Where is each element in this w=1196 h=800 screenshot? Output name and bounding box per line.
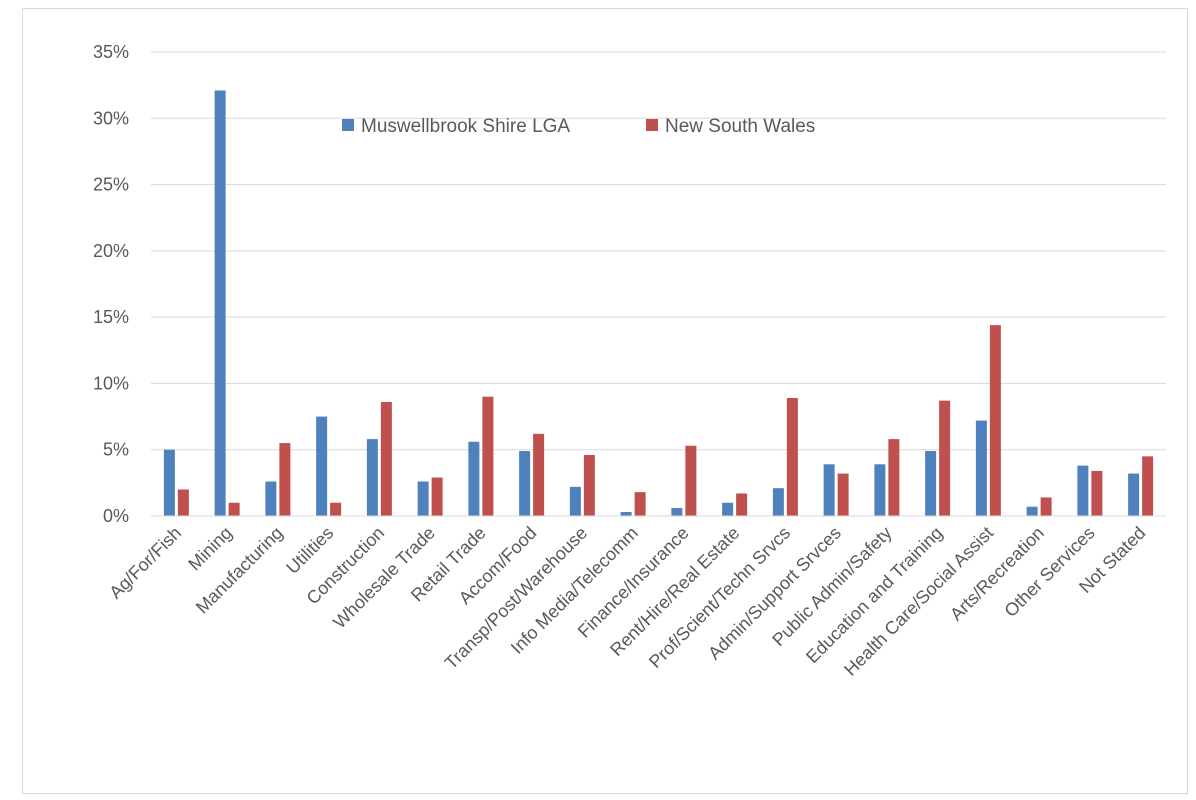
gridlines [151, 51, 1166, 451]
x-axis-category-labels: Ag/For/Fish MiningManufacturingUtilitiesC… [105, 523, 1149, 680]
bar-muswellbrook [1026, 506, 1038, 516]
legend-swatch [342, 119, 354, 131]
y-tick-label: 10% [93, 373, 129, 393]
bar-nsw [1142, 456, 1154, 516]
bar-muswellbrook [772, 488, 784, 516]
bar-nsw [634, 492, 646, 516]
bar-nsw [786, 398, 798, 516]
legend-swatch [646, 119, 658, 131]
bar-muswellbrook [874, 464, 886, 516]
bar-muswellbrook [671, 508, 683, 516]
y-tick-label: 35% [93, 42, 129, 62]
y-tick-label: 30% [93, 108, 129, 128]
y-tick-label: 0% [103, 506, 129, 526]
bar-nsw [1040, 497, 1052, 516]
bar-nsw [380, 401, 392, 516]
bar-nsw [279, 443, 291, 516]
bars [163, 90, 1154, 517]
legend-label: New South Wales [665, 116, 815, 137]
legend: Muswellbrook Shire LGA New South Wales [342, 116, 815, 137]
y-tick-label: 5% [103, 440, 129, 460]
bar-nsw [888, 439, 900, 516]
legend-label: Muswellbrook Shire LGA [361, 116, 570, 137]
bar-muswellbrook [163, 449, 175, 516]
bar-muswellbrook [569, 486, 581, 516]
bar-muswellbrook [519, 451, 531, 516]
chart-frame: 0% 5% 10% 15% 20% 25% 30% 35% Ag/For/Fish Mining… [22, 8, 1188, 794]
y-tick-label: 15% [93, 307, 129, 327]
y-tick-label: 20% [93, 241, 129, 261]
bar-nsw [431, 477, 443, 516]
bar-nsw [939, 400, 951, 516]
bar-nsw [330, 502, 342, 516]
bar-muswellbrook [620, 512, 632, 516]
bar-muswellbrook [925, 451, 937, 516]
bar-muswellbrook [823, 464, 835, 516]
bar-nsw [583, 455, 595, 516]
bar-chart: 0% 5% 10% 15% 20% 25% 30% 35% Ag/For/Fish Mining… [93, 42, 1166, 680]
bar-nsw [177, 489, 189, 516]
bar-nsw [482, 396, 494, 516]
bar-muswellbrook [1128, 473, 1140, 516]
bar-muswellbrook [722, 502, 734, 516]
y-tick-label: 25% [93, 175, 129, 195]
bar-nsw [837, 473, 849, 516]
bar-nsw [228, 502, 240, 516]
bar-muswellbrook [1077, 465, 1089, 516]
bar-muswellbrook [265, 481, 277, 516]
bar-muswellbrook [468, 441, 480, 516]
bar-nsw [685, 445, 697, 516]
bar-nsw [736, 493, 748, 516]
bar-muswellbrook [975, 420, 987, 516]
x-category-label: Ag/For/Fish [105, 523, 185, 603]
bar-muswellbrook [214, 90, 226, 517]
bar-muswellbrook [366, 439, 378, 516]
bar-muswellbrook [316, 416, 328, 516]
x-category-label: Other Services [1000, 523, 1098, 621]
bar-nsw [1091, 470, 1103, 516]
y-axis-tick-labels: 0% 5% 10% 15% 20% 25% 30% 35% [93, 42, 129, 526]
bar-muswellbrook [417, 481, 429, 516]
bar-nsw [533, 433, 545, 516]
bar-nsw [989, 325, 1001, 516]
x-category-label: Manufacturing [192, 523, 287, 618]
